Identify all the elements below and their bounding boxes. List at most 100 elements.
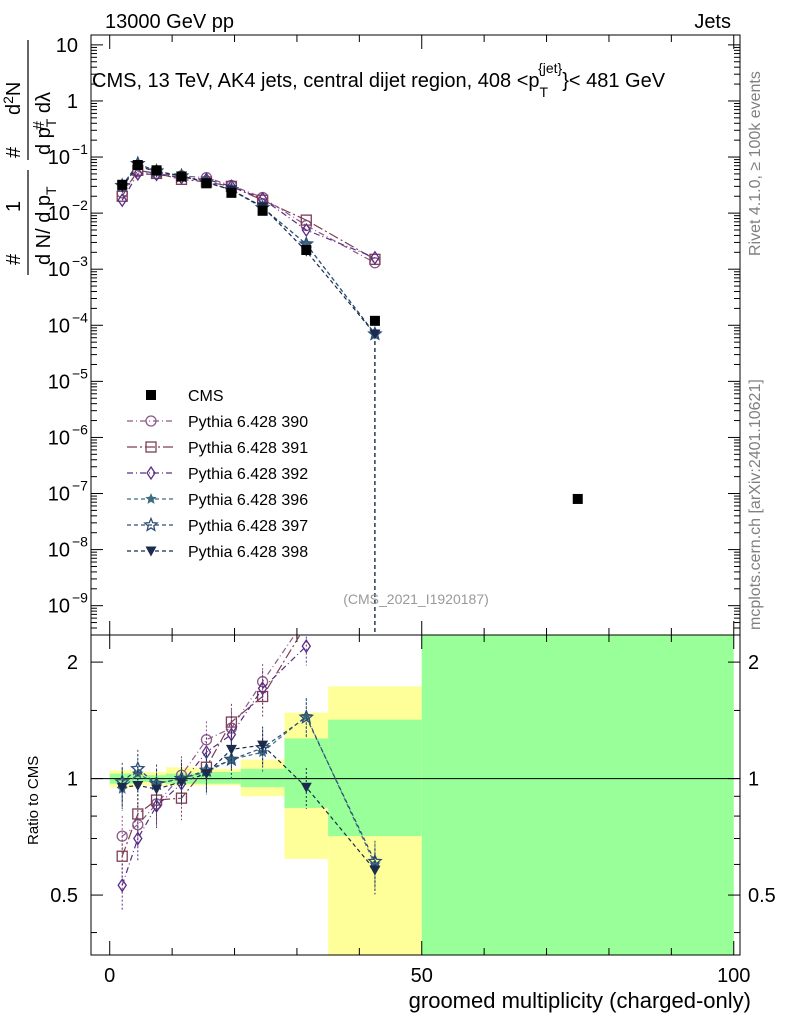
upper-series-pythia-6-428-390 — [116, 165, 381, 269]
ratio-series-point — [298, 709, 315, 724]
ylabel-d2n: d2N — [0, 82, 25, 115]
cms-data-point — [572, 493, 583, 504]
lower-ytick-label: 1 — [67, 769, 78, 791]
band-inner-3 — [197, 771, 241, 784]
ratio-series-line — [121, 716, 376, 862]
upper-series-point — [133, 166, 143, 182]
legend-marker — [145, 441, 157, 453]
upper-ytick-label: 10 — [48, 259, 70, 281]
upper-series-line — [121, 163, 376, 335]
band-inner-6 — [328, 719, 422, 837]
upper-ytick-exponent: −9 — [72, 590, 88, 606]
legend-marker — [143, 516, 159, 532]
axes-frames — [90, 34, 741, 956]
legend-label: Pythia 6.428 396 — [188, 492, 308, 509]
upper-ytick-label: 10 — [48, 540, 70, 562]
plot-title-tail: }< 481 GeV — [562, 70, 666, 92]
upper-series-line — [121, 173, 376, 259]
rivet-label: Rivet 4.1.0, ≥ 100k events — [747, 71, 764, 256]
upper-series-point — [370, 250, 380, 265]
lower-ytick-label-right: 0.5 — [748, 885, 776, 907]
plot-title-sup: {jet} — [538, 60, 562, 76]
upper-ytick-exponent: −2 — [72, 197, 88, 213]
upper-ytick-exponent: −8 — [72, 534, 88, 550]
cms-data-point — [176, 171, 187, 182]
cms-data-point — [151, 165, 162, 176]
legend-item-pythia-6-428-390: Pythia 6.428 390 — [127, 414, 308, 431]
upper-ytick-label: 10 — [48, 427, 70, 449]
legend-label: Pythia 6.428 397 — [188, 518, 308, 535]
ratio-series-point — [132, 767, 144, 779]
header-category: Jets — [694, 11, 731, 33]
upper-ytick-label: 10 — [48, 484, 70, 506]
ylabel-denominator: d N/ d pT — [33, 186, 59, 265]
legend-label: Pythia 6.428 391 — [188, 440, 308, 457]
upper-series-pythia-6-428-396 — [116, 158, 381, 635]
data-series — [114, 155, 583, 911]
ylabel-hash-3: # — [31, 121, 48, 130]
ratio-series-point — [151, 784, 163, 795]
analysis-tag: (CMS_2021_I1920187) — [343, 591, 489, 607]
cms-data-point — [257, 205, 268, 216]
ratio-series-point — [200, 769, 212, 780]
upper-ytick-exponent: −4 — [72, 309, 88, 325]
ratio-series-point — [257, 681, 268, 696]
legend: CMS Pythia 6.428 390 Pythia 6.428 391 Pythi… — [127, 388, 308, 561]
upper-series-line — [121, 169, 376, 260]
upper-series-point — [117, 193, 127, 208]
ratio-series-line — [121, 635, 296, 837]
xtick-label: 100 — [717, 965, 750, 987]
plot-title-sub: T — [540, 84, 549, 100]
header-beam: 13000 GeV pp — [105, 11, 234, 33]
upper-ytick-label: 10 — [56, 35, 78, 57]
ratio-series-point — [225, 744, 237, 755]
lower-ytick-label: 2 — [67, 652, 78, 674]
lower-ytick-label-right: 2 — [748, 652, 759, 674]
cms-data-point — [201, 178, 212, 189]
legend-label: CMS — [188, 388, 224, 405]
ratio-series-point — [257, 740, 269, 751]
lower-ytick-label: 0.5 — [50, 885, 78, 907]
legend-item-pythia-6-428-392: Pythia 6.428 392 — [127, 465, 308, 483]
ratio-series-point — [300, 782, 312, 793]
upper-series-line — [121, 162, 376, 335]
upper-ylabel: # 1 d N/ d pT # d2N d pT dλ # — [0, 40, 59, 275]
plot-title: CMS, 13 TeV, AK4 jets, central dijet reg… — [92, 60, 666, 100]
xtick-label: 50 — [411, 965, 433, 987]
band-inner-7 — [421, 635, 734, 955]
upper-series-pythia-6-428-392 — [117, 166, 380, 265]
ratio-series-point — [369, 865, 381, 876]
ratio-series-point — [151, 798, 162, 814]
upper-ytick-label: 10 — [48, 371, 70, 393]
axis-ticks: 10−910−810−710−610−510−410−310−210 −11100… — [48, 35, 776, 987]
legend-item-pythia-6-428-398: Pythia 6.428 398 — [127, 544, 308, 561]
upper-series-pythia-6-428-398 — [116, 161, 381, 635]
lower-panel-frame — [90, 634, 741, 956]
upper-ytick-label: 10 — [48, 596, 70, 618]
ylabel-hash-2: # — [3, 146, 25, 158]
ratio-series-point — [116, 850, 128, 862]
ratio-series-point — [301, 638, 312, 654]
ylabel-one: 1 — [3, 201, 25, 212]
ylabel-dpt-dlambda: d pT dλ — [33, 92, 59, 155]
ratio-series-point — [132, 780, 144, 791]
upper-ytick-label: 10 — [48, 203, 70, 225]
ylabel-hash-numerator: # — [3, 253, 25, 265]
xtick-label: 0 — [104, 965, 115, 987]
ratio-series-point — [117, 878, 127, 893]
ratio-series-pythia-6-428-398 — [116, 726, 381, 895]
legend-marker — [146, 390, 156, 400]
legend-label: Pythia 6.428 390 — [188, 414, 308, 431]
upper-ytick-exponent: −6 — [72, 421, 88, 437]
upper-ytick-exponent: −5 — [72, 365, 88, 381]
lower-ylabel: Ratio to CMS — [25, 756, 42, 845]
upper-ytick-label: 1 — [67, 91, 78, 113]
ratio-series-point — [367, 853, 383, 869]
upper-ytick-exponent: −3 — [72, 253, 88, 269]
x-axis-label: groomed multiplicity (charged-only) — [409, 988, 751, 1013]
legend-label: Pythia 6.428 392 — [188, 466, 308, 483]
legend-label: Pythia 6.428 398 — [188, 544, 308, 561]
legend-marker — [145, 415, 157, 427]
upper-series-cms — [117, 160, 583, 504]
